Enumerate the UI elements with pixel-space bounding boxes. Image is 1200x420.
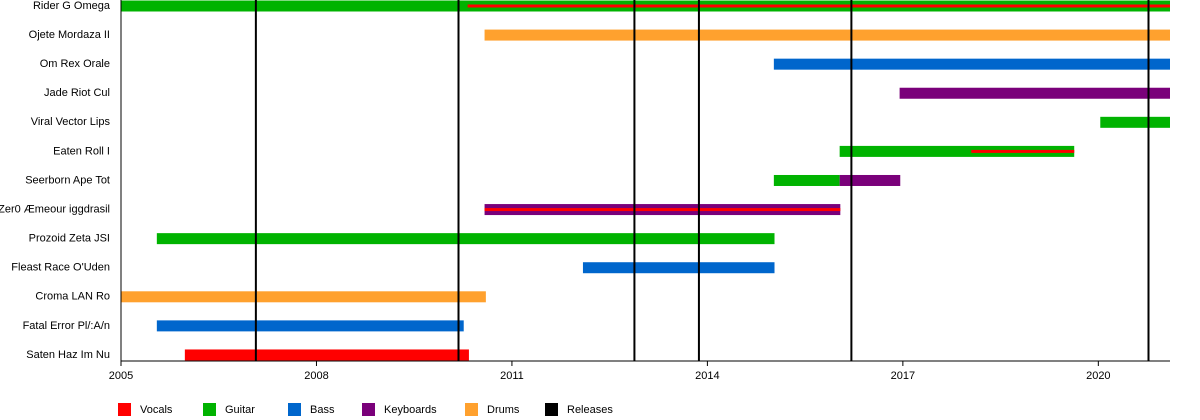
x-tick-label: 2017 xyxy=(891,370,915,382)
role-bar xyxy=(899,87,1170,99)
legend-swatch xyxy=(362,403,375,416)
member-label: Eaten Roll I xyxy=(53,145,110,157)
role-bar xyxy=(839,174,901,186)
legend-label: Guitar xyxy=(225,404,255,416)
role-bar xyxy=(484,29,1170,41)
member-label: Fleast Race O'Uden xyxy=(11,262,110,274)
legend-swatch xyxy=(465,403,478,416)
role-bar xyxy=(156,320,464,332)
x-tick-label: 2011 xyxy=(500,370,524,382)
member-label: Seerborn Ape Tot xyxy=(25,174,110,186)
member-label: Zer0 Æmeour iggdrasil xyxy=(0,203,110,215)
legend-swatch xyxy=(288,403,301,416)
role-bar xyxy=(156,233,775,245)
role-bar xyxy=(484,208,841,212)
role-bar xyxy=(467,4,1170,8)
x-tick-label: 2020 xyxy=(1086,370,1110,382)
member-label: Fatal Error Pl/:A/n xyxy=(23,320,110,332)
role-bar xyxy=(971,149,1075,153)
legend-label: Keyboards xyxy=(384,404,437,416)
role-bar xyxy=(1100,116,1170,128)
x-tick-label: 2014 xyxy=(695,370,719,382)
role-bar xyxy=(582,262,775,274)
x-tick-label: 2008 xyxy=(304,370,328,382)
legend-swatch xyxy=(203,403,216,416)
role-bar xyxy=(773,174,840,186)
member-label: Prozoid Zeta JSI xyxy=(29,233,110,245)
legend-label: Bass xyxy=(310,404,335,416)
member-label: Saten Haz Im Nu xyxy=(26,349,110,361)
x-tick-label: 2005 xyxy=(109,370,133,382)
member-label: Rider G Omega xyxy=(33,0,111,12)
role-bar xyxy=(839,145,1075,157)
member-label: Croma LAN Ro xyxy=(35,291,110,303)
legend-label: Drums xyxy=(487,404,520,416)
legend-label: Vocals xyxy=(140,404,173,416)
member-label: Ojete Mordaza II xyxy=(29,29,110,41)
legend-swatch xyxy=(545,403,558,416)
legend-label: Releases xyxy=(567,404,613,416)
member-label: Om Rex Orale xyxy=(40,58,110,70)
role-bar xyxy=(773,58,1170,70)
legend-swatch xyxy=(118,403,131,416)
role-bar xyxy=(184,349,469,361)
role-bar xyxy=(121,291,486,303)
member-label: Jade Riot Cul xyxy=(44,87,110,99)
member-label: Viral Vector Lips xyxy=(31,116,111,128)
